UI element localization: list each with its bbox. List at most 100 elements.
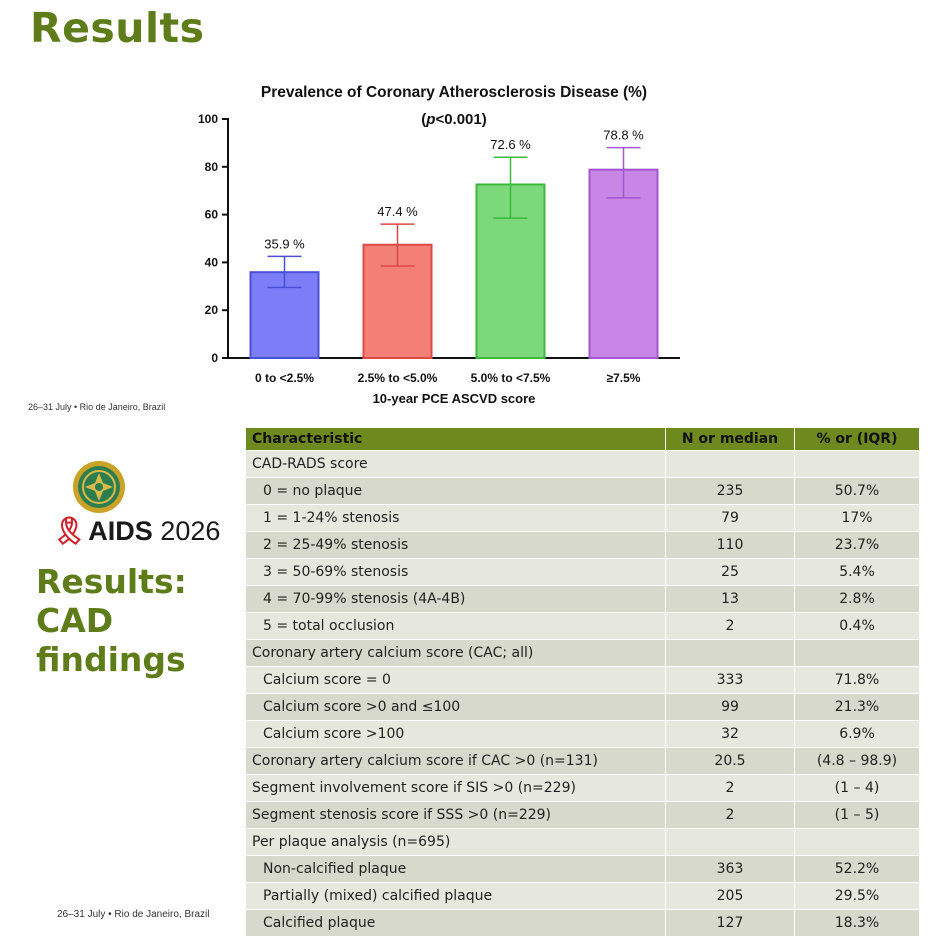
y-tick-label: 80: [205, 160, 219, 174]
characteristic-cell: Calcium score >100: [245, 720, 666, 748]
aids-2026-logo: 🎗︎AIDS 2026: [52, 515, 220, 547]
chart-canvas: Prevalence of Coronary Atherosclerosis D…: [198, 84, 680, 406]
pct-cell: 17%: [794, 504, 920, 532]
pct-cell: (1 – 4): [794, 774, 920, 802]
table-row: Per plaque analysis (n=695): [245, 828, 920, 856]
data-label: 78.8 %: [603, 128, 644, 143]
table-row: Calcified plaque 127 18.3%: [245, 909, 920, 937]
pct-cell: 29.5%: [794, 882, 920, 910]
n-cell: 13: [665, 585, 795, 613]
characteristic-cell: 0 = no plaque: [245, 477, 666, 505]
characteristic-cell: 3 = 50-69% stenosis: [245, 558, 666, 586]
characteristic-cell: Segment involvement score if SIS >0 (n=2…: [245, 774, 666, 802]
pct-cell: 0.4%: [794, 612, 920, 640]
footer-text: 26–31 July • Rio de Janeiro, Brazil: [28, 402, 166, 412]
column-header: N or median: [665, 427, 795, 451]
n-cell: 2: [665, 612, 795, 640]
pct-cell: 50.7%: [794, 477, 920, 505]
table-row: Segment involvement score if SIS >0 (n=2…: [245, 774, 920, 802]
characteristic-cell: Coronary artery calcium score if CAC >0 …: [245, 747, 666, 775]
table-header-row: Characteristic N or median % or (IQR): [245, 427, 920, 451]
table-row: Segment stenosis score if SSS >0 (n=229)…: [245, 801, 920, 829]
subtitle-rest: <0.001): [435, 111, 486, 128]
characteristic-cell: 4 = 70-99% stenosis (4A-4B): [245, 585, 666, 613]
pct-cell: 2.8%: [794, 585, 920, 613]
slide-footer-cropped: 26–31 July • Rio de Janeiro, Brazil: [28, 402, 165, 412]
pct-cell: (1 – 5): [794, 801, 920, 829]
table-row: Calcium score >100 32 6.9%: [245, 720, 920, 748]
characteristic-cell: 2 = 25-49% stenosis: [245, 531, 666, 559]
characteristic-cell: 1 = 1-24% stenosis: [245, 504, 666, 532]
n-cell: 110: [665, 531, 795, 559]
data-label: 72.6 %: [490, 137, 531, 152]
characteristic-cell: Calcium score >0 and ≤100: [245, 693, 666, 721]
logo-aids: AIDS: [88, 516, 153, 546]
pct-cell: 18.3%: [794, 909, 920, 937]
results-slide: Results Prevalence of Coronary Atheroscl…: [0, 0, 941, 415]
n-cell: 235: [665, 477, 795, 505]
table-row: Non-calcified plaque 363 52.2%: [245, 855, 920, 883]
pct-cell: (4.8 – 98.9): [794, 747, 920, 775]
y-tick-label: 20: [205, 303, 219, 317]
x-tick-label: 0 to <2.5%: [255, 371, 314, 385]
characteristic-cell: Non-calcified plaque: [245, 855, 666, 883]
column-header: Characteristic: [245, 427, 666, 451]
slide-heading: Results: [30, 4, 205, 52]
n-cell: 79: [665, 504, 795, 532]
data-label: 35.9 %: [264, 236, 305, 251]
table-row: Coronary artery calcium score (CAC; all): [245, 639, 920, 667]
characteristic-cell: Per plaque analysis (n=695): [245, 828, 666, 856]
characteristic-cell: Calcified plaque: [245, 909, 666, 937]
n-cell: 333: [665, 666, 795, 694]
characteristic-cell: Coronary artery calcium score (CAC; all): [245, 639, 666, 667]
pct-cell: [794, 639, 920, 667]
characteristic-cell: 5 = total occlusion: [245, 612, 666, 640]
table-body: CAD-RADS score 0 = no plaque 235 50.7% 1 = 1…: [245, 450, 920, 937]
y-tick-label: 0: [211, 351, 218, 365]
y-tick-label: 100: [198, 112, 218, 126]
red-ribbon-icon: 🎗︎: [52, 516, 87, 546]
table-row: 0 = no plaque 235 50.7%: [245, 477, 920, 505]
conference-seal-icon: [73, 461, 125, 513]
pct-cell: [794, 828, 920, 856]
pct-cell: 5.4%: [794, 558, 920, 586]
x-tick-label: 5.0% to <7.5%: [471, 371, 551, 385]
x-tick-label: ≥7.5%: [607, 371, 641, 385]
table-row: 1 = 1-24% stenosis 79 17%: [245, 504, 920, 532]
subtitle-p: p: [425, 111, 435, 128]
x-axis-label: 10-year PCE ASCVD score: [373, 391, 536, 406]
n-cell: 99: [665, 693, 795, 721]
bar: [588, 168, 659, 359]
subtitle-open: (: [421, 111, 426, 128]
n-cell: 2: [665, 801, 795, 829]
table-row: Coronary artery calcium score if CAC >0 …: [245, 747, 920, 775]
n-cell: 20.5: [665, 747, 795, 775]
section-title-line: Results:: [36, 562, 187, 601]
n-cell: 2: [665, 774, 795, 802]
table-row: 3 = 50-69% stenosis 25 5.4%: [245, 558, 920, 586]
column-header: % or (IQR): [794, 427, 920, 451]
n-cell: 127: [665, 909, 795, 937]
table-row: 2 = 25-49% stenosis 110 23.7%: [245, 531, 920, 559]
n-cell: [665, 828, 795, 856]
n-cell: 25: [665, 558, 795, 586]
x-tick-label: 2.5% to <5.0%: [358, 371, 438, 385]
pct-cell: 52.2%: [794, 855, 920, 883]
logo-year: 2026: [152, 516, 221, 546]
slide-footer: 26–31 July • Rio de Janeiro, Brazil: [57, 909, 210, 920]
pct-cell: 23.7%: [794, 531, 920, 559]
n-cell: 32: [665, 720, 795, 748]
pct-cell: 71.8%: [794, 666, 920, 694]
n-cell: [665, 450, 795, 478]
chart-subtitle: (p<0.001): [421, 111, 486, 128]
characteristic-cell: Calcium score = 0: [245, 666, 666, 694]
n-cell: 205: [665, 882, 795, 910]
table-row: Calcium score = 0 333 71.8%: [245, 666, 920, 694]
table-row: 4 = 70-99% stenosis (4A-4B) 13 2.8%: [245, 585, 920, 613]
section-title-line: findings: [36, 640, 186, 679]
data-label: 47.4 %: [377, 204, 418, 219]
n-cell: [665, 639, 795, 667]
cad-findings-table: Characteristic N or median % or (IQR) CA…: [245, 427, 920, 937]
y-tick-label: 60: [205, 208, 219, 222]
table-row: Calcium score >0 and ≤100 99 21.3%: [245, 693, 920, 721]
